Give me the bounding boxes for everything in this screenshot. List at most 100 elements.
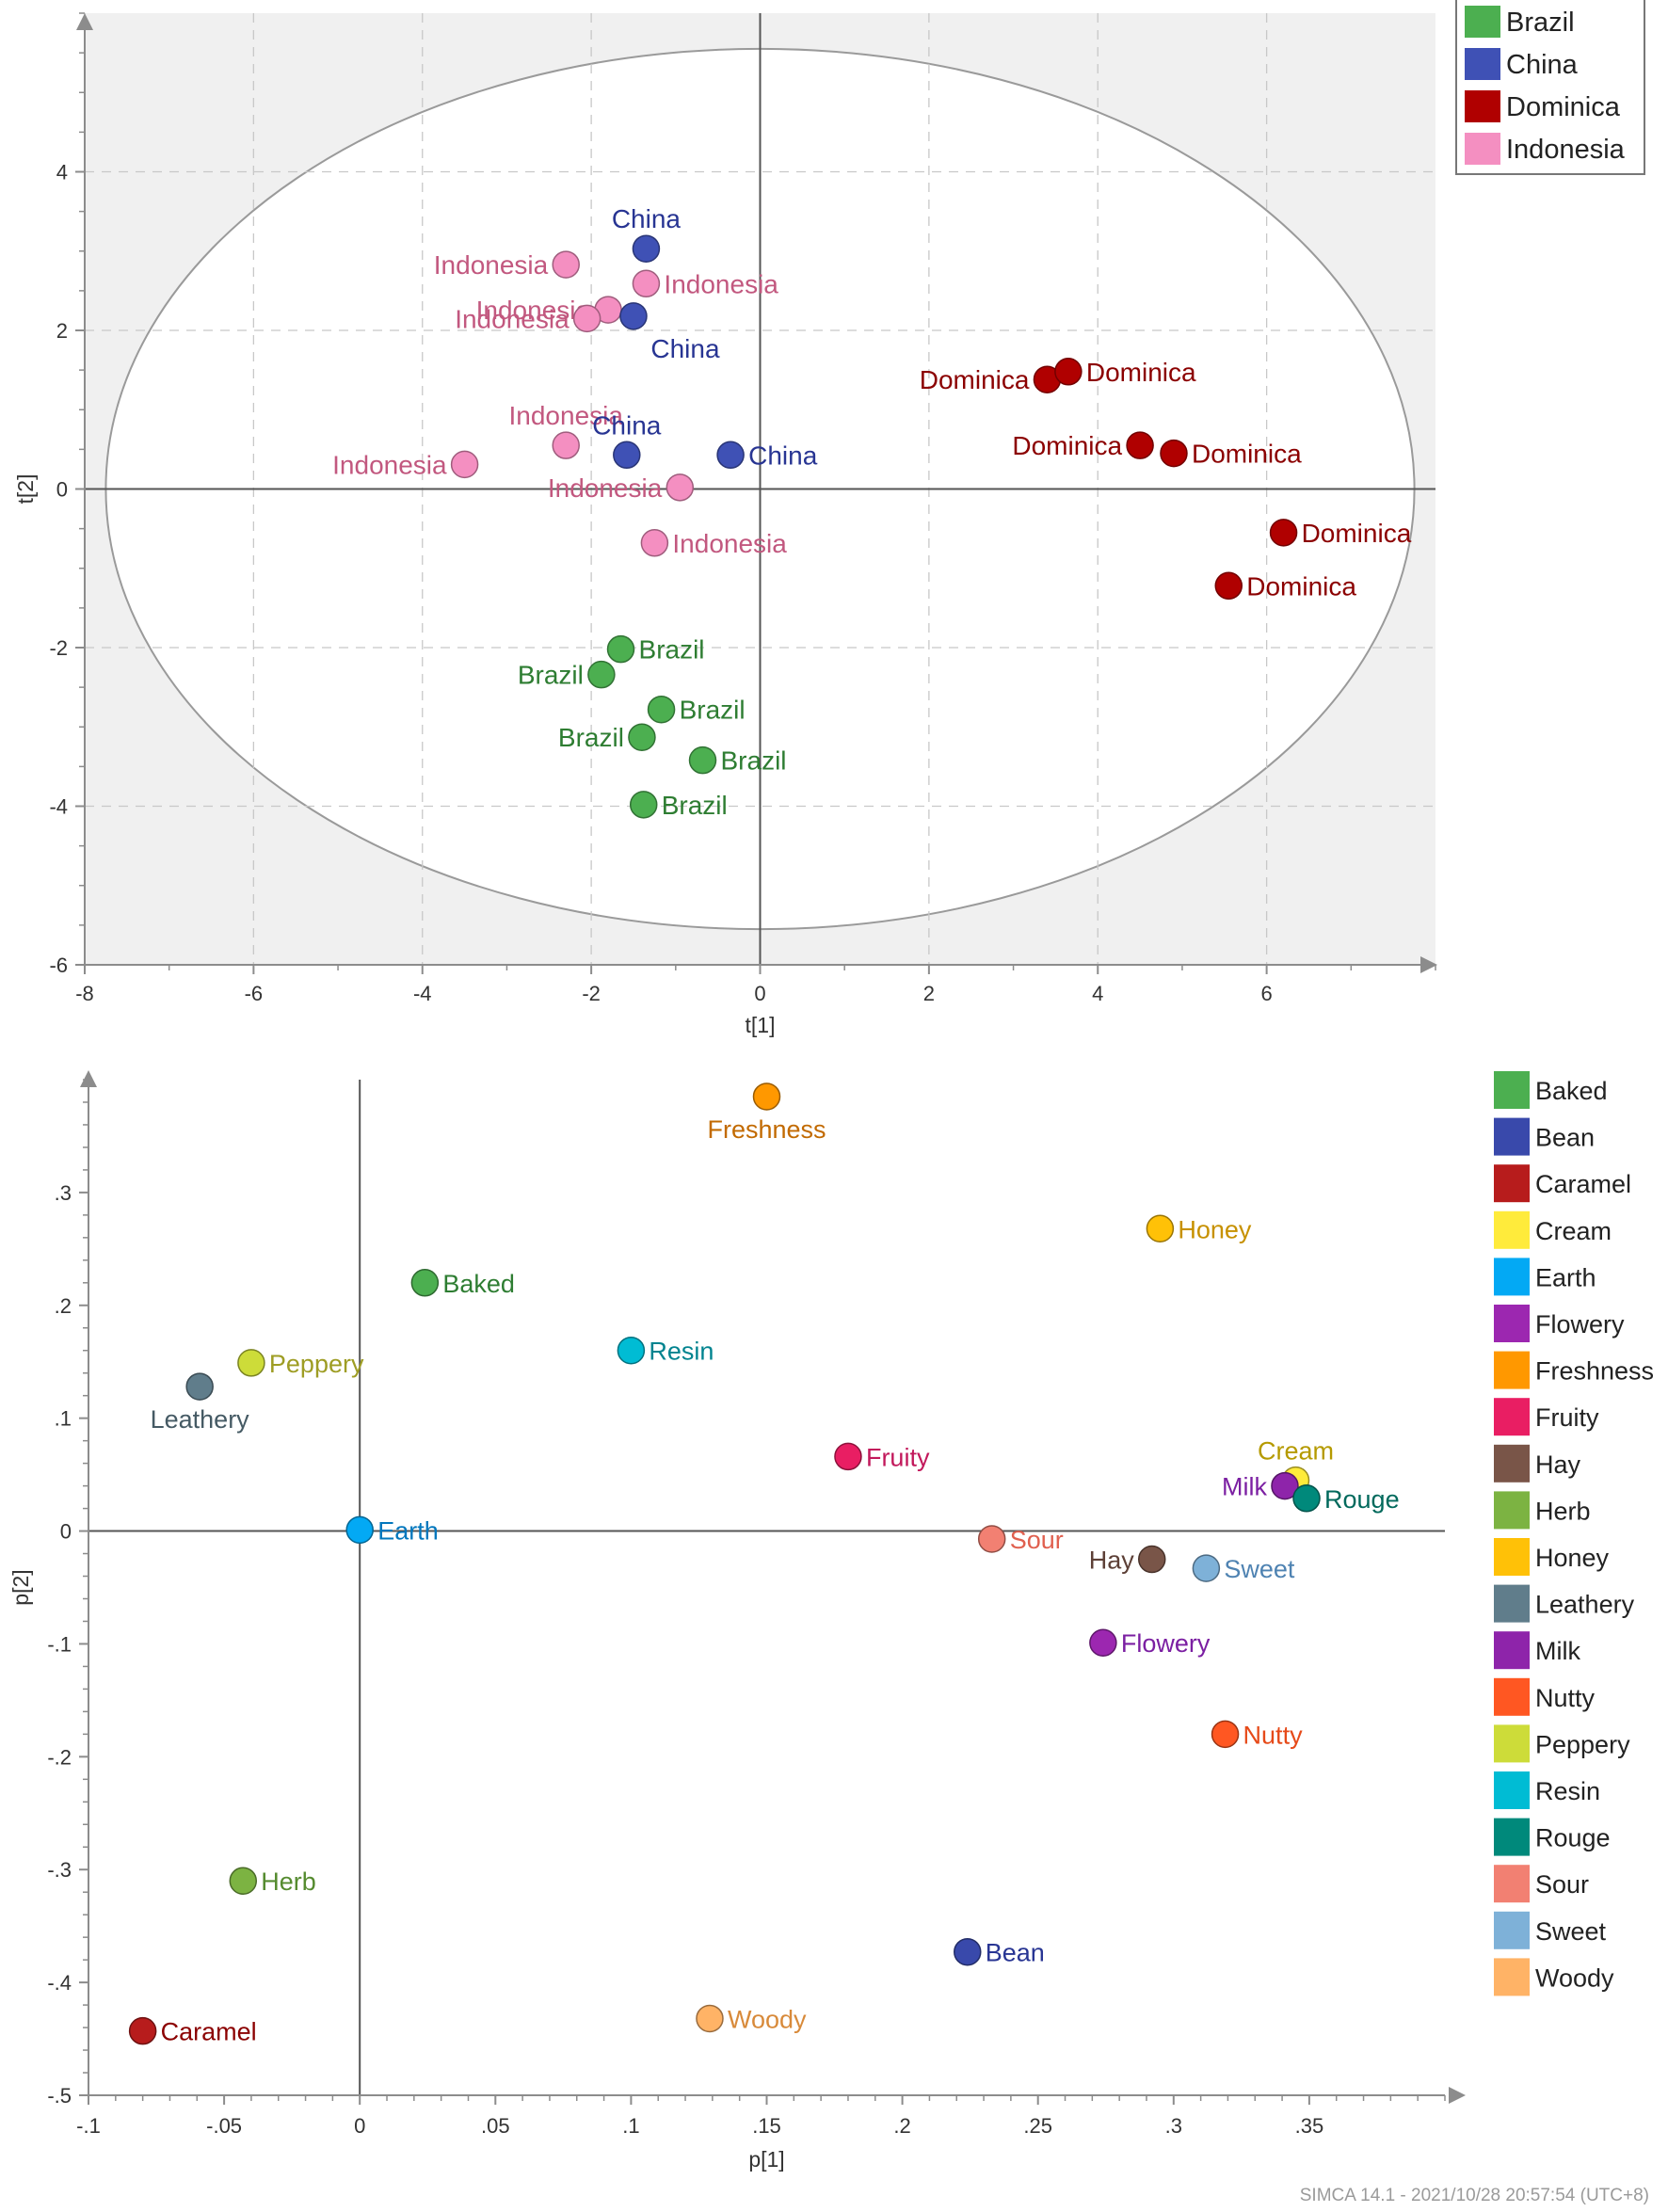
data-point-dominica xyxy=(1126,431,1154,459)
point-label: China xyxy=(612,204,682,233)
y-tick-label: 0 xyxy=(56,478,68,502)
data-point-indonesia xyxy=(450,450,479,479)
data-point-woody xyxy=(696,2004,724,2033)
legend-label-resin: Resin xyxy=(1535,1777,1600,1805)
data-point-china xyxy=(613,441,641,470)
x-tick-label: .15 xyxy=(752,2114,781,2138)
legend-label-dominica: Dominica xyxy=(1506,92,1621,122)
point-label: Sweet xyxy=(1224,1555,1295,1583)
y-axis-label: p[2] xyxy=(8,1569,33,1605)
x-tick-label: .1 xyxy=(622,2114,639,2138)
data-point-brazil xyxy=(628,723,656,751)
point-label: Indonesia xyxy=(455,304,569,333)
point-label: Earth xyxy=(377,1516,439,1545)
legend-label-milk: Milk xyxy=(1535,1637,1580,1665)
legend-label-honey: Honey xyxy=(1535,1544,1610,1572)
point-label: Indonesia xyxy=(434,250,549,280)
point-label: China xyxy=(592,410,662,440)
point-label: Dominica xyxy=(920,365,1030,394)
y-tick-label: -4 xyxy=(49,795,68,819)
legend-label-sour: Sour xyxy=(1535,1870,1589,1899)
point-label: Honey xyxy=(1178,1215,1252,1243)
data-point-brazil xyxy=(629,791,658,819)
legend-swatch-earth xyxy=(1494,1258,1530,1296)
legend-swatch-freshness xyxy=(1494,1351,1530,1389)
legend-label-cream: Cream xyxy=(1535,1217,1612,1245)
point-label: Baked xyxy=(442,1270,515,1298)
y-tick-label: -6 xyxy=(49,954,68,977)
y-axis-label: t[2] xyxy=(13,474,38,505)
x-tick-label: -.1 xyxy=(76,2114,101,2138)
y-tick-label: .1 xyxy=(55,1407,72,1431)
legend-swatch-dominica xyxy=(1465,90,1500,122)
point-label: Brazil xyxy=(680,696,746,725)
legend-swatch-nutty xyxy=(1494,1677,1530,1716)
point-label: Brazil xyxy=(662,791,728,820)
point-label: Indonesia xyxy=(476,296,591,325)
legend-swatch-resin xyxy=(1494,1771,1530,1809)
point-label: Herb xyxy=(261,1867,316,1896)
data-point-flowery xyxy=(1089,1628,1117,1657)
y-tick-label: .2 xyxy=(55,1294,72,1318)
x-tick-label: 4 xyxy=(1092,982,1103,1005)
legend: Baked Bean Caramel Cream Earth Flowery Freshne… xyxy=(1494,1071,1654,1996)
data-point-rouge xyxy=(1292,1484,1321,1513)
data-point-dominica xyxy=(1214,571,1243,601)
legend-swatch-indonesia xyxy=(1465,133,1500,165)
data-point-honey xyxy=(1146,1214,1175,1243)
data-point-earth xyxy=(345,1515,374,1545)
legend-swatch-china xyxy=(1465,48,1500,80)
data-point-hay xyxy=(1137,1545,1166,1574)
point-label: Brazil xyxy=(639,635,705,665)
legend-label-bean: Bean xyxy=(1535,1124,1595,1152)
legend-swatch-sweet xyxy=(1494,1911,1530,1949)
data-point-brazil xyxy=(587,660,616,689)
point-label: Dominica xyxy=(1012,431,1122,460)
x-tick-label: -8 xyxy=(75,982,94,1005)
x-tick-label: -4 xyxy=(413,982,432,1005)
legend-swatch-caramel xyxy=(1494,1164,1530,1203)
data-point-brazil xyxy=(688,745,717,775)
point-label: Milk xyxy=(1222,1473,1267,1501)
legend-label-earth: Earth xyxy=(1535,1263,1596,1291)
legend-label-peppery: Peppery xyxy=(1535,1730,1630,1758)
legend-swatch-brazil xyxy=(1465,6,1500,38)
y-tick-label: 2 xyxy=(56,319,68,343)
point-label: Brazil xyxy=(558,723,624,752)
point-label: Dominica xyxy=(1302,519,1412,548)
y-tick-label: -.2 xyxy=(47,1745,72,1769)
data-point-china xyxy=(632,234,661,263)
legend-swatch-bean xyxy=(1494,1117,1530,1156)
y-tick-label: -.3 xyxy=(47,1858,72,1882)
data-point-indonesia xyxy=(666,473,695,502)
data-point-dominica xyxy=(1054,358,1083,386)
x-tick-label: 2 xyxy=(923,982,935,1005)
data-point-china xyxy=(619,302,648,330)
point-label: Peppery xyxy=(269,1350,364,1378)
x-axis-label: p[1] xyxy=(748,2147,784,2172)
score-plot-chart: -8 -6 -4 -2 0 2 4 6-6-4-2024t[1]t[2]IndonesiaCh… xyxy=(13,0,1645,1037)
y-tick-label: -.4 xyxy=(47,1971,72,1995)
point-label: Freshness xyxy=(707,1115,826,1144)
y-tick-label: -.5 xyxy=(47,2084,72,2108)
point-label: Leathery xyxy=(151,1405,250,1434)
point-label: Nutty xyxy=(1243,1721,1304,1749)
y-tick-label: .3 xyxy=(55,1181,72,1205)
legend-swatch-honey xyxy=(1494,1538,1530,1576)
software-footer: SIMCA 14.1 - 2021/10/28 20:57:54 (UTC+8) xyxy=(1300,2186,1649,2205)
x-tick-label: 0 xyxy=(754,982,765,1005)
legend-swatch-baked xyxy=(1494,1071,1530,1109)
point-label: Indonesia xyxy=(332,450,447,479)
x-tick-label: .05 xyxy=(481,2114,510,2138)
data-point-indonesia xyxy=(640,529,669,557)
x-axis-label: t[1] xyxy=(746,1013,776,1037)
point-label: Brazil xyxy=(518,661,584,690)
x-axis-arrow xyxy=(1420,956,1437,973)
y-tick-label: -2 xyxy=(49,636,68,660)
point-label: Hay xyxy=(1089,1547,1135,1575)
legend-label-nutty: Nutty xyxy=(1535,1684,1596,1712)
point-label: Indonesia xyxy=(672,529,787,558)
data-point-peppery xyxy=(237,1349,265,1377)
legend-label-fruity: Fruity xyxy=(1535,1403,1599,1432)
